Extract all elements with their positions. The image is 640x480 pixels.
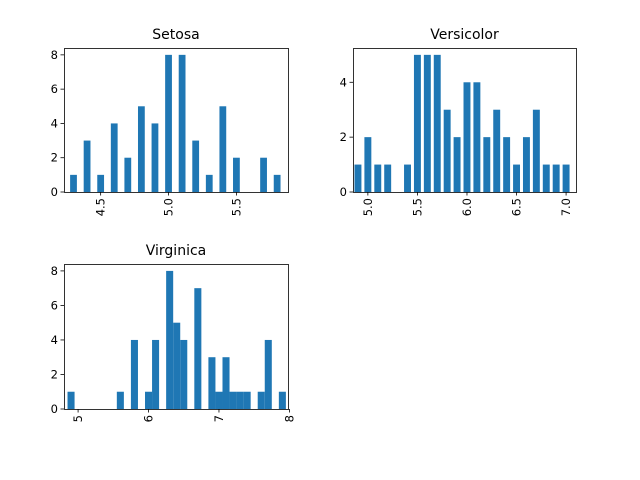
virginica-x-tick-label: 6	[142, 415, 156, 422]
setosa-bar	[110, 123, 118, 192]
versicolor-bar	[542, 164, 550, 192]
setosa-y-tick-label: 6	[51, 82, 58, 96]
setosa-bar	[124, 157, 132, 192]
setosa-bar	[273, 174, 281, 192]
panel-versicolor: Versicolor 0 2 4 5.0 5.5 6.0 6.5 7.0	[340, 27, 577, 216]
versicolor-bar	[483, 137, 491, 192]
setosa-bar	[137, 106, 145, 192]
virginica-bar	[194, 288, 202, 409]
setosa-bar	[165, 54, 172, 192]
versicolor-bar	[522, 137, 530, 192]
virginica-bar	[145, 391, 153, 409]
virginica-y-tick-label: 4	[51, 333, 58, 347]
setosa-y-tick-label: 4	[51, 116, 58, 130]
versicolor-bar	[453, 137, 461, 192]
virginica-y-tick-label: 2	[51, 367, 58, 381]
virginica-bar	[222, 357, 230, 409]
virginica-x-tick-label: 7	[212, 415, 226, 422]
versicolor-bar	[473, 82, 481, 192]
setosa-x-tick-label: 5.5	[229, 198, 243, 216]
versicolor-y-tick-label: 0	[340, 185, 347, 199]
versicolor-bar	[413, 54, 421, 192]
versicolor-x-tick-label: 6.0	[460, 198, 474, 216]
setosa-axes-frame	[64, 48, 289, 193]
setosa-bar	[70, 174, 77, 192]
virginica-bar	[278, 391, 286, 409]
virginica-y-tick-label: 0	[51, 402, 58, 416]
setosa-bar	[151, 123, 159, 192]
setosa-bar	[192, 140, 200, 192]
virginica-x-tick-label: 8	[282, 415, 296, 422]
setosa-bar	[97, 174, 105, 192]
setosa-bar	[219, 106, 227, 192]
versicolor-bar	[423, 54, 431, 192]
versicolor-x-tick-label: 5.5	[410, 198, 424, 216]
virginica-axes-frame	[64, 264, 289, 410]
setosa-bar	[83, 140, 91, 192]
virginica-bar	[215, 391, 223, 409]
versicolor-y-tick-label: 2	[340, 130, 347, 144]
versicolor-bar	[433, 54, 441, 192]
virginica-bar	[67, 391, 75, 409]
virginica-bar	[152, 339, 160, 409]
versicolor-x-tick-label: 6.5	[510, 198, 524, 216]
virginica-bar	[264, 339, 272, 409]
versicolor-bar	[364, 137, 372, 192]
setosa-x-tick-label: 4.5	[94, 198, 108, 216]
panel-setosa: Setosa 0 2 4 6 8 4.5 5.0 5.5	[51, 27, 289, 216]
virginica-bar	[116, 391, 124, 409]
versicolor-y-tick-label: 4	[340, 75, 347, 89]
versicolor-bar	[532, 109, 540, 192]
versicolor-bar	[463, 82, 471, 192]
setosa-bar	[178, 54, 186, 192]
versicolor-bar	[562, 164, 570, 192]
setosa-title: Setosa	[152, 27, 199, 43]
virginica-bar	[173, 322, 181, 409]
versicolor-bar	[443, 109, 451, 192]
versicolor-bar	[384, 164, 392, 192]
virginica-bar	[243, 391, 251, 409]
setosa-y-tick-label: 0	[51, 185, 58, 199]
versicolor-bar	[493, 109, 501, 192]
virginica-bar	[166, 270, 174, 409]
versicolor-bar	[374, 164, 382, 192]
versicolor-axes-frame	[353, 48, 577, 193]
setosa-y-tick-label: 2	[51, 151, 58, 165]
virginica-bar	[236, 391, 244, 409]
virginica-bar	[180, 339, 188, 409]
versicolor-bar	[513, 164, 521, 192]
panel-virginica: Virginica 0 2 4 6 8 5 6 7 8	[51, 243, 297, 422]
virginica-title: Virginica	[146, 243, 206, 259]
versicolor-x-tick-label: 7.0	[559, 198, 573, 216]
virginica-bar	[257, 391, 265, 409]
versicolor-bar	[404, 164, 411, 192]
versicolor-title: Versicolor	[430, 27, 499, 43]
setosa-bar	[260, 157, 267, 192]
virginica-x-tick-label: 5	[71, 415, 85, 422]
setosa-x-tick-label: 5.0	[162, 198, 176, 216]
versicolor-x-tick-label: 5.0	[361, 198, 375, 216]
virginica-bar	[229, 391, 237, 409]
setosa-bar	[205, 174, 213, 192]
setosa-bar	[233, 157, 240, 192]
virginica-bar	[130, 339, 138, 409]
virginica-y-tick-label: 6	[51, 298, 58, 312]
virginica-bar	[208, 357, 216, 409]
setosa-y-tick-label: 8	[51, 48, 58, 62]
virginica-y-tick-label: 8	[51, 264, 58, 278]
versicolor-bar	[552, 164, 560, 192]
versicolor-bar	[354, 164, 362, 192]
versicolor-bar	[503, 137, 511, 192]
